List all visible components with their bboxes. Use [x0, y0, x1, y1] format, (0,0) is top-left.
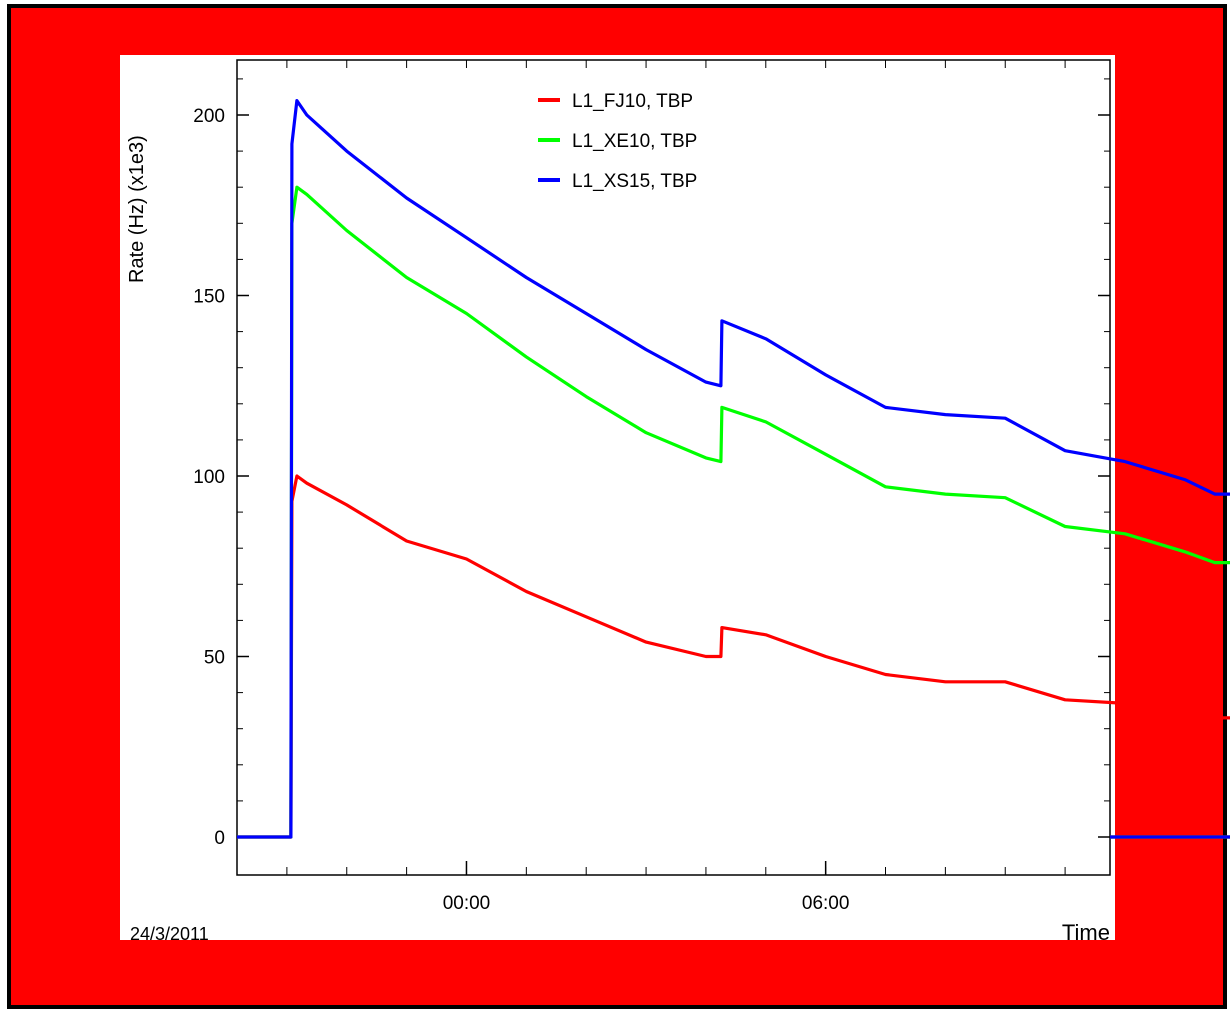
legend-label: L1_XS15, TBP [572, 171, 697, 192]
axes: 0 50 100 150 200 00:00 06:00 [193, 59, 1111, 914]
series-line-1 [237, 474, 1230, 839]
y-tick-label: 0 [214, 828, 225, 849]
y-tick-label: 50 [204, 648, 225, 669]
y-tick-label: 200 [193, 106, 225, 127]
y-tick-label: 100 [193, 467, 225, 488]
y-tick-label: 150 [193, 287, 225, 308]
legend: L1_FJ10, TBP L1_XE10, TBP L1_XS15, TBP [538, 91, 697, 192]
series-line-3 [237, 99, 1230, 839]
x-tick-label: 00:00 [443, 893, 491, 914]
x-axis-label: Time [1062, 920, 1110, 945]
date-label: 24/3/2011 [130, 924, 209, 944]
axes-frame [236, 59, 1111, 876]
series-line-2 [237, 185, 1230, 839]
series-lines [237, 99, 1230, 839]
legend-label: L1_FJ10, TBP [572, 91, 693, 112]
legend-label: L1_XE10, TBP [572, 131, 697, 152]
y-axis-label: Rate (Hz) (x1e3) [126, 135, 148, 283]
x-tick-label: 06:00 [802, 893, 850, 914]
plot-area [120, 55, 1115, 940]
